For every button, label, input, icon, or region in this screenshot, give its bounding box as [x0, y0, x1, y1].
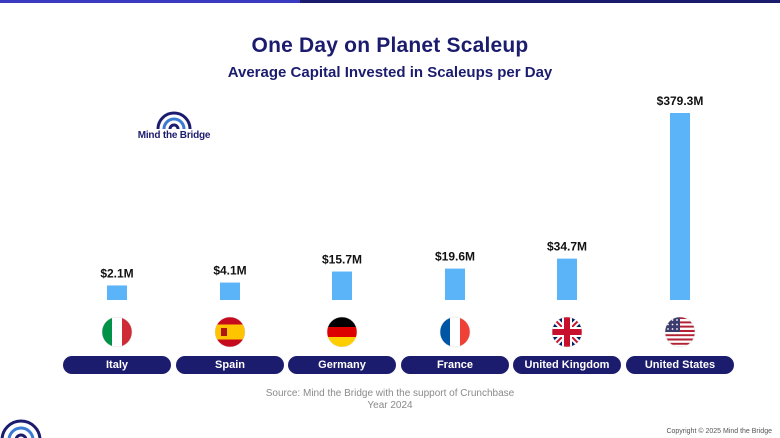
bar-germany [332, 271, 352, 300]
country-label-united-kingdom: United Kingdom [513, 356, 621, 374]
bridge-arcs-icon [156, 111, 192, 130]
mind-the-bridge-logo: Mind the Bridge [134, 110, 214, 146]
bar-france [445, 268, 465, 300]
country-label-france: France [401, 356, 509, 374]
country-label-spain: Spain [176, 356, 284, 374]
country-label-united-states: United States [626, 356, 734, 374]
bar-value-label-united-kingdom: $34.7M [547, 240, 587, 254]
italy-flag-icon [101, 316, 133, 348]
bar-united-states [670, 113, 690, 300]
bar-value-label-united-states: $379.3M [657, 94, 704, 108]
source-note: Source: Mind the Bridge with the support… [0, 388, 780, 412]
germany-flag-icon [326, 316, 358, 348]
page-title: One Day on Planet Scaleup [251, 34, 529, 57]
bar-value-label-spain: $4.1M [213, 264, 246, 278]
united-states-flag-icon [664, 316, 696, 348]
bar-spain [220, 282, 240, 300]
bar-value-label-france: $19.6M [435, 250, 475, 264]
country-label-germany: Germany [288, 356, 396, 374]
bar-united-kingdom [557, 258, 577, 300]
bar-italy [107, 285, 127, 300]
bar-value-label-germany: $15.7M [322, 253, 362, 267]
source-year: Year 2024 [367, 400, 413, 411]
corner-bridge-logo-icon [0, 419, 42, 438]
france-flag-icon [439, 316, 471, 348]
bar-value-label-italy: $2.1M [100, 266, 133, 280]
top-accent-highlight [0, 0, 300, 3]
united-kingdom-flag-icon [551, 316, 583, 348]
top-accent-bar [0, 0, 780, 3]
country-label-italy: Italy [63, 356, 171, 374]
logo-text: Mind the Bridge [137, 130, 211, 141]
page-subtitle: Average Capital Invested in Scaleups per… [227, 64, 553, 81]
copyright-text: Copyright © 2025 Mind the Bridge [666, 428, 772, 435]
source-line: Source: Mind the Bridge with the support… [265, 388, 515, 399]
spain-flag-icon [214, 316, 246, 348]
